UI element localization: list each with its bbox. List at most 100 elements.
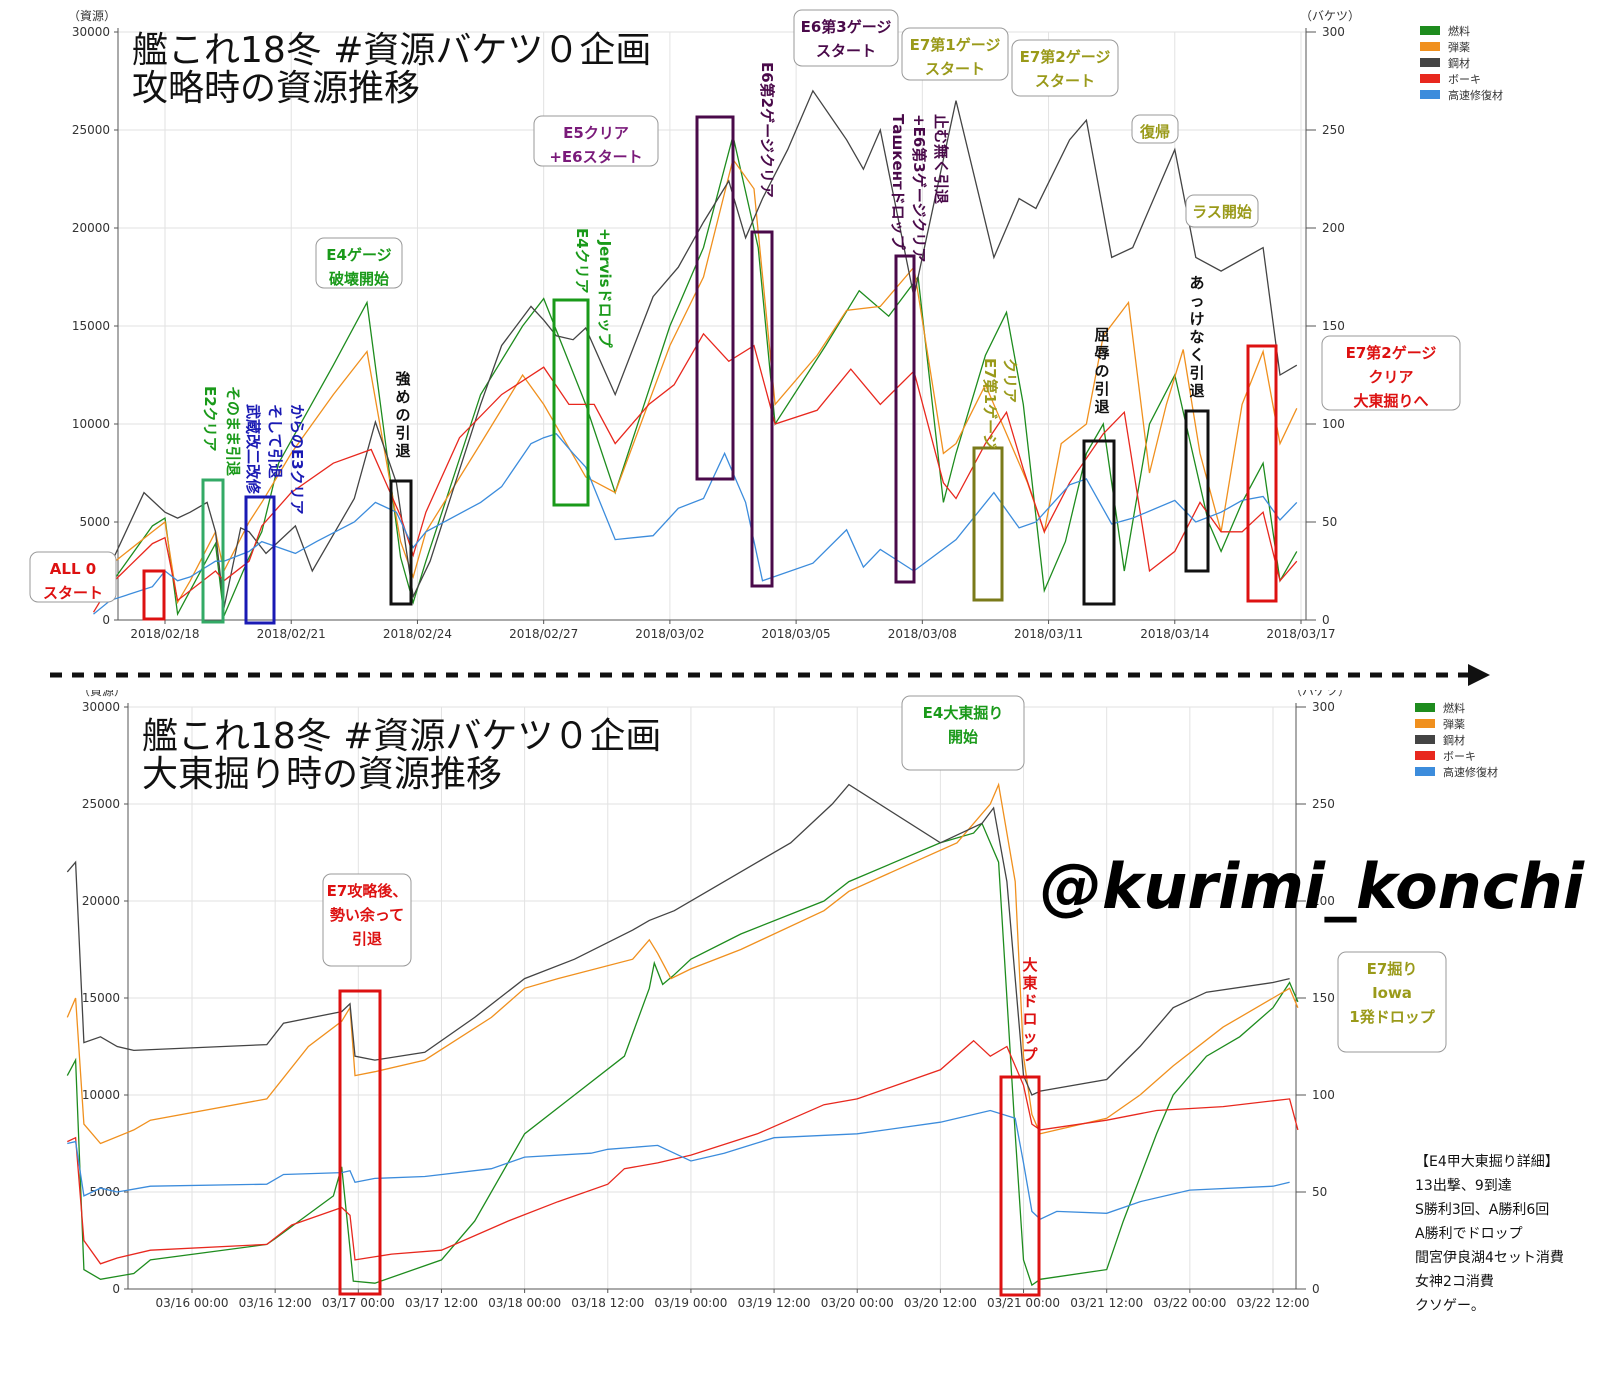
legend-swatch-bucket — [1420, 90, 1440, 99]
callout-text: スタート — [816, 42, 876, 60]
vertical-label-char: っ — [1189, 292, 1204, 310]
vertical-label: +Jervisドロップ — [596, 228, 614, 349]
highlight-box — [201, 478, 225, 624]
x-tick-label: 2018/03/17 — [1266, 627, 1335, 641]
vertical-label-char: 引 — [1094, 380, 1109, 398]
callout-bubble — [315, 237, 403, 289]
legend-label-ammo: 弾薬 — [1443, 718, 1465, 731]
timeline-arrow — [50, 664, 1490, 686]
y-tick-label-left: 0 — [102, 613, 110, 627]
callout-text: E7掘り — [1367, 960, 1418, 978]
x-tick-label: 03/18 12:00 — [571, 1296, 644, 1310]
x-tick-label: 03/16 00:00 — [156, 1296, 229, 1310]
y-tick-label-left: 10000 — [82, 1088, 120, 1102]
callout-text: E5クリア — [563, 124, 629, 142]
callout-text: Iowa — [1372, 984, 1412, 1002]
callout-text: スタート — [43, 584, 103, 602]
y-tick-label-right: 150 — [1312, 991, 1335, 1005]
vertical-label: E2クリア — [201, 386, 219, 452]
detail-title: 【E4甲大東掘り詳細】 — [1415, 1154, 1559, 1170]
x-tick-label: 03/17 00:00 — [322, 1296, 395, 1310]
callout-text: 1発ドロップ — [1349, 1008, 1435, 1026]
x-tick-label: 2018/03/14 — [1140, 627, 1209, 641]
detail-line: S勝利3回、A勝利6回 — [1415, 1202, 1550, 1218]
highlight-box — [999, 1075, 1041, 1297]
legend-label-baux: ボーキ — [1443, 750, 1476, 763]
y-tick-label-right: 0 — [1322, 613, 1330, 627]
legend-swatch-steel — [1420, 58, 1440, 67]
x-tick-label: 2018/03/05 — [762, 627, 831, 641]
x-tick-label: 03/20 12:00 — [904, 1296, 977, 1310]
highlight-box — [389, 479, 413, 606]
y-tick-label-left: 10000 — [72, 417, 110, 431]
chart-title-line: 艦これ18冬 #資源バケツ０企画 — [142, 716, 661, 757]
y-unit-right: （バケツ） — [1290, 690, 1350, 698]
legend-swatch-fuel — [1415, 703, 1435, 712]
vertical-label: +E6第3ゲージクリア — [910, 114, 928, 262]
legend-swatch-ammo — [1420, 42, 1440, 51]
highlight-box — [338, 989, 382, 1296]
vertical-label-char: 屈 — [1094, 326, 1109, 344]
vertical-label: そのまま引退 — [224, 386, 242, 476]
x-tick-label: 2018/02/27 — [509, 627, 578, 641]
vertical-label: からのE3クリア — [288, 404, 306, 515]
vertical-label-char: ッ — [1022, 1028, 1037, 1046]
x-tick-label: 03/19 12:00 — [738, 1296, 811, 1310]
y-tick-label-left: 25000 — [82, 797, 120, 811]
vertical-label: そして引退 — [266, 404, 284, 479]
callout-bubble — [1337, 951, 1447, 1053]
callout-text: 引退 — [352, 930, 382, 948]
legend-label-steel: 鋼材 — [1443, 733, 1465, 747]
callout-bubble — [533, 115, 659, 167]
callout-text: +E6スタート — [549, 148, 642, 166]
vertical-label: 止む無く引退 — [932, 114, 950, 204]
x-tick-label: 2018/03/02 — [635, 627, 704, 641]
vertical-label-char: の — [1094, 362, 1109, 380]
y-tick-label-right: 100 — [1312, 1088, 1335, 1102]
callout-text: 復帰 — [1139, 123, 1170, 141]
series-line-steel — [66, 783, 1290, 1096]
callout-text: E4ゲージ — [326, 246, 391, 264]
vertical-label-char: プ — [1022, 1046, 1038, 1064]
callout-bubble — [1321, 335, 1461, 411]
callout-bubble — [29, 551, 117, 603]
y-tick-label-right: 300 — [1322, 25, 1345, 39]
y-tick-label-left: 15000 — [72, 319, 110, 333]
callout-text: E7攻略後、 — [327, 882, 408, 900]
vertical-label: Ташкентドロップ — [889, 114, 907, 251]
callout-text: E7第2ゲージ — [1020, 48, 1111, 66]
y-tick-label-right: 0 — [1312, 1282, 1320, 1296]
detail-line: 間宮伊良湖4セット消費 — [1415, 1250, 1564, 1266]
vertical-label-char: ロ — [1022, 1010, 1037, 1028]
y-tick-label-right: 200 — [1322, 221, 1345, 235]
highlight-box — [695, 115, 735, 481]
highlight-box — [894, 254, 916, 584]
y-tick-label-left: 25000 — [72, 123, 110, 137]
callout-text: スタート — [925, 60, 985, 78]
y-tick-label-right: 150 — [1322, 319, 1345, 333]
y-tick-label-right: 200 — [1312, 894, 1335, 908]
detail-line: 女神2コ消費 — [1415, 1274, 1494, 1290]
y-tick-label-right: 250 — [1312, 797, 1335, 811]
callout-text: 破壊開始 — [329, 270, 389, 288]
highlight-box — [972, 446, 1004, 602]
series-line-baux — [92, 332, 1298, 613]
vertical-label-char: け — [1189, 310, 1204, 328]
vertical-label: E4クリア — [573, 228, 591, 294]
vertical-label-char: 退 — [1189, 382, 1204, 400]
y-tick-label-right: 50 — [1312, 1185, 1327, 1199]
series-line-bucket — [93, 433, 1298, 615]
legend-label-steel: 鋼材 — [1448, 56, 1470, 70]
bottom-chart-svg: 0 5000 10000 15000 20000 25000 30000 0 50 100 150 2… — [66, 684, 1585, 1310]
x-tick-label: 2018/02/21 — [257, 627, 326, 641]
legend-swatch-baux — [1415, 751, 1435, 760]
y-tick-label-left: 5000 — [89, 1185, 120, 1199]
y-tick-label-left: 15000 — [82, 991, 120, 1005]
detail-line: A勝利でドロップ — [1415, 1226, 1523, 1242]
y-tick-label-left: 30000 — [82, 700, 120, 714]
series-line-steel — [93, 89, 1298, 609]
vertical-label-char: ド — [1022, 992, 1037, 1010]
vertical-label-char: く — [1189, 346, 1204, 364]
callout-text: クリア — [1368, 368, 1413, 386]
callout-text: E7第1ゲージ — [910, 36, 1001, 54]
